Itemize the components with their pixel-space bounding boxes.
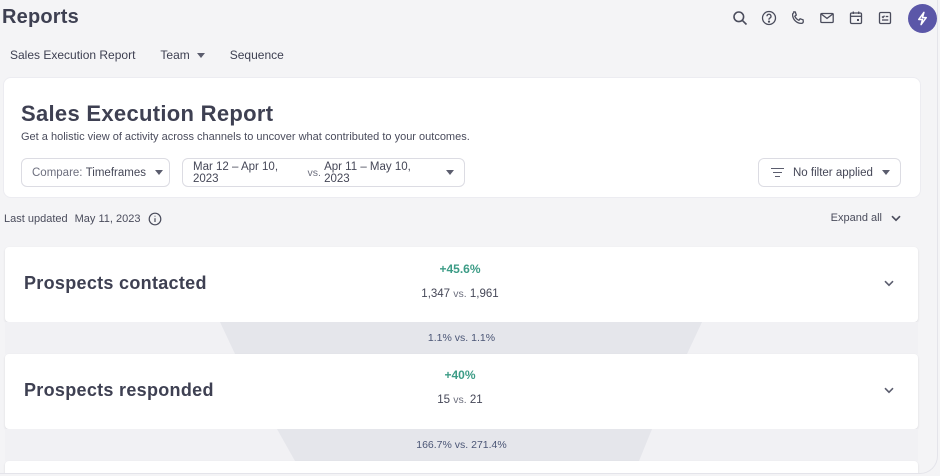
metric-vs: vs.: [453, 394, 467, 406]
conversion-value-b: 1.1%: [471, 332, 496, 344]
top-icon-bar: [722, 3, 937, 33]
metric-delta: +40%: [444, 368, 476, 382]
filter-dropdown[interactable]: No filter applied: [758, 158, 901, 187]
expand-all-label: Expand all: [830, 212, 882, 224]
report-header-card: Sales Execution Report Get a holistic vi…: [3, 77, 921, 198]
subnav-item-team[interactable]: Team: [160, 48, 205, 62]
conversion-value-b: 271.4%: [471, 439, 507, 451]
search-icon[interactable]: [729, 7, 751, 29]
caret-down-icon: [196, 52, 205, 58]
info-icon[interactable]: [148, 212, 162, 226]
subnav-item-label: Team: [160, 48, 190, 62]
date-range-b: Apr 11 – May 10, 2023: [324, 160, 411, 185]
metric-vs: vs.: [453, 288, 467, 300]
conversion-vs: vs.: [454, 439, 469, 451]
chevron-down-icon[interactable]: [884, 280, 894, 287]
compare-dropdown[interactable]: Compare: Timeframes: [21, 158, 170, 187]
metric-delta: +45.6%: [439, 262, 481, 276]
metric-card-prospects-contacted[interactable]: Prospects contacted +45.6% 1,347 vs. 1,9…: [5, 247, 918, 322]
caret-down-icon: [154, 170, 163, 175]
date-vs: vs.: [307, 166, 321, 179]
metric-comparison: +40% 15 vs. 21: [385, 368, 535, 406]
caret-down-icon: [881, 170, 890, 175]
help-icon[interactable]: [758, 7, 780, 29]
conversion-connector: 1.1% vs. 1.1%: [5, 322, 918, 354]
subnav-item-label: Sequence: [229, 48, 284, 62]
page-subtitle: Get a holistic view of activity across c…: [21, 131, 470, 143]
subnav-item-label: Sales Execution Report: [10, 48, 136, 62]
mail-icon[interactable]: [816, 7, 838, 29]
metric-values: 15 vs. 21: [385, 394, 535, 406]
metric-comparison: +45.6% 1,347 vs. 1,961: [385, 262, 535, 300]
phone-icon[interactable]: [787, 7, 809, 29]
app-title: Reports: [2, 6, 79, 28]
conversion-vs: vs.: [454, 332, 469, 344]
conversion-rate: 1.1% vs. 1.1%: [5, 332, 918, 344]
expand-all-button[interactable]: Expand all: [831, 212, 901, 224]
calendar-icon[interactable]: [845, 7, 867, 29]
funnel-shape: [5, 429, 918, 461]
tasks-icon[interactable]: [874, 7, 896, 29]
funnel-shape: [5, 322, 918, 354]
metric-value-a: 1,347: [421, 288, 451, 300]
metric-card-next[interactable]: [5, 461, 918, 473]
caret-down-icon: [446, 170, 454, 175]
chevron-down-icon: [891, 215, 901, 221]
last-updated-row: Last updated May 11, 2023: [4, 212, 162, 226]
conversion-rate: 166.7% vs. 271.4%: [5, 439, 918, 451]
conversion-connector: 166.7% vs. 271.4%: [5, 429, 918, 461]
page-title: Sales Execution Report: [21, 101, 274, 126]
compare-value: Timeframes: [85, 166, 146, 179]
last-updated-label: Last updated: [4, 213, 68, 225]
subnav-item-sequence[interactable]: Sequence: [230, 48, 284, 62]
metric-card-prospects-responded[interactable]: Prospects responded +40% 15 vs. 21: [5, 354, 918, 429]
filter-label: No filter applied: [793, 166, 873, 179]
metric-value-b: 1,961: [469, 288, 499, 300]
top-bar: Reports: [0, 0, 937, 36]
date-range-a: Mar 12 – Apr 10, 2023: [193, 160, 279, 185]
metric-title: Prospects responded: [24, 380, 214, 400]
compare-prefix: Compare:: [32, 166, 83, 179]
conversion-value-a: 1.1%: [427, 332, 452, 344]
chevron-down-icon[interactable]: [884, 387, 894, 394]
metric-title: Prospects contacted: [24, 273, 207, 293]
metric-value-a: 15: [437, 394, 451, 406]
report-subnav: Sales Execution Report Team Sequence: [10, 48, 309, 62]
last-updated-date: May 11, 2023: [74, 213, 141, 225]
metric-value-b: 21: [469, 394, 483, 406]
subnav-item-sales-execution-report[interactable]: Sales Execution Report: [10, 48, 135, 62]
conversion-value-a: 166.7%: [416, 439, 452, 451]
bolt-icon[interactable]: [908, 3, 937, 33]
filter-icon: [771, 167, 784, 178]
metric-values: 1,347 vs. 1,961: [385, 288, 535, 300]
date-range-dropdown[interactable]: Mar 12 – Apr 10, 2023 vs. Apr 11 – May 1…: [182, 158, 465, 187]
